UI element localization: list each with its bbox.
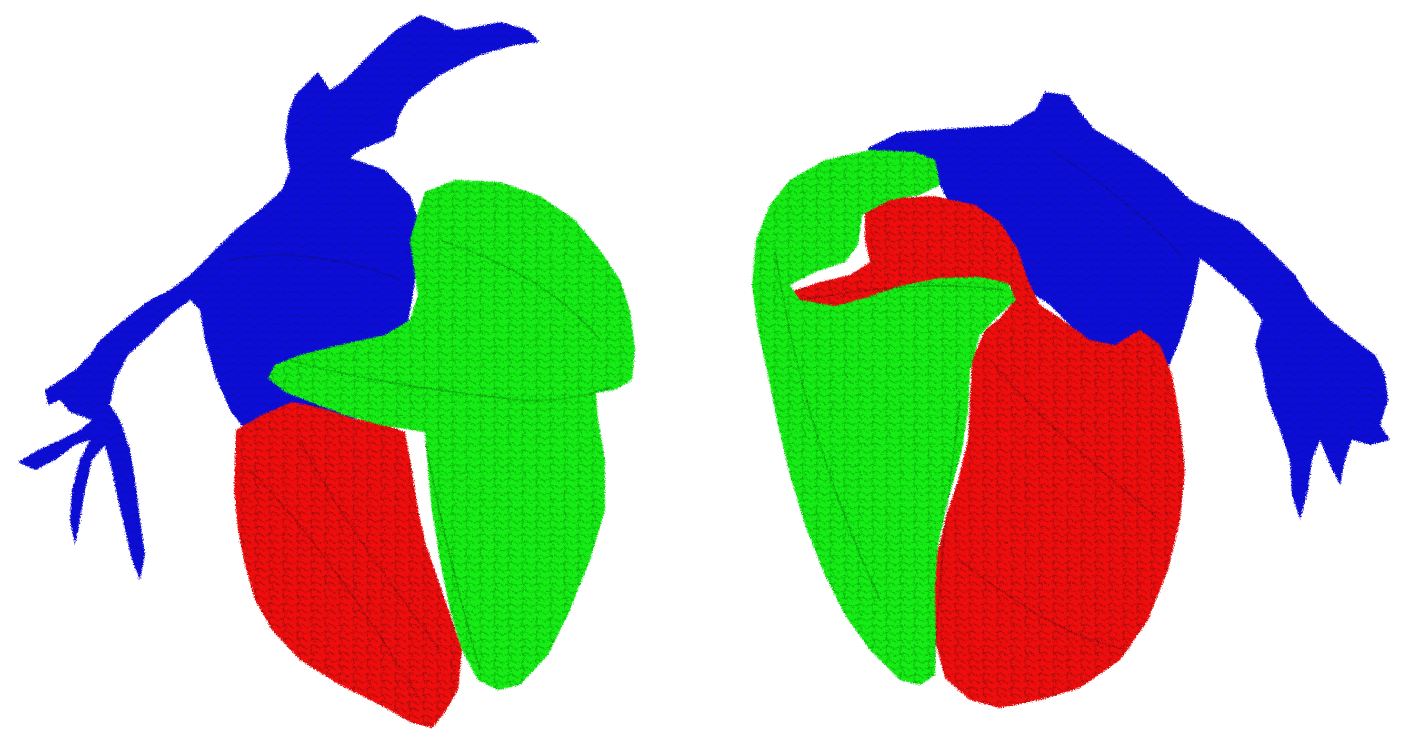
back-blue-region xyxy=(868,92,1390,520)
front-red-region xyxy=(234,402,462,728)
back-mesh-lines xyxy=(774,149,1186,661)
front-mesh-lines xyxy=(229,239,611,701)
front-view-heart xyxy=(18,15,635,728)
front-blue-region xyxy=(18,15,540,580)
back-green-region xyxy=(752,150,1016,685)
back-red-region xyxy=(790,196,1185,708)
back-view-heart xyxy=(752,92,1390,708)
front-green-region xyxy=(268,180,635,690)
